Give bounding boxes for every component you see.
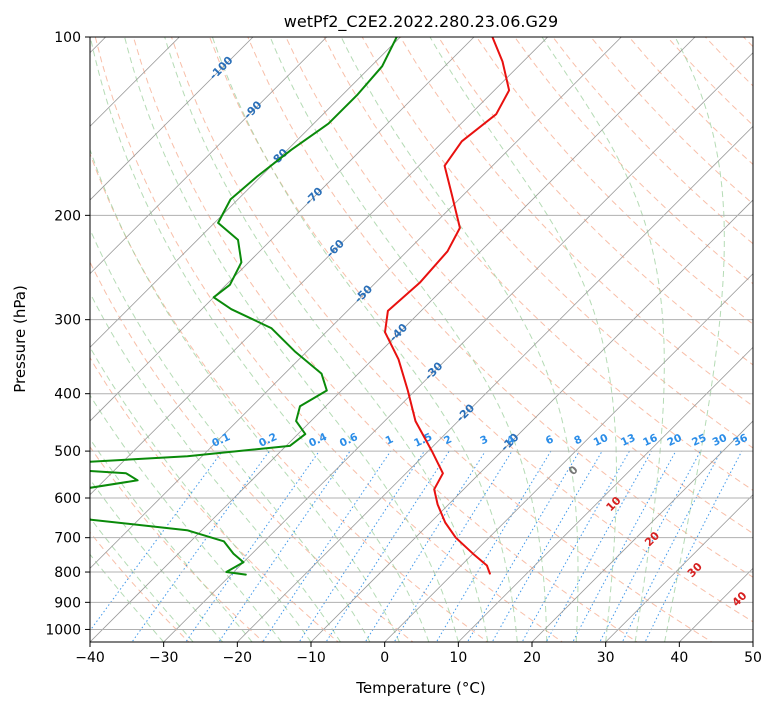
- x-tick-label: −40: [75, 650, 105, 666]
- x-tick-label: −10: [296, 650, 326, 666]
- y-tick-label: 800: [54, 565, 81, 581]
- y-tick-label: 300: [54, 313, 81, 329]
- y-axis-label: Pressure (hPa): [11, 285, 29, 393]
- y-tick-label: 600: [54, 491, 81, 507]
- x-tick-label: 0: [380, 650, 389, 666]
- x-tick-label: 40: [670, 650, 688, 666]
- y-tick-label: 1000: [45, 622, 81, 638]
- y-tick-label: 100: [54, 30, 81, 46]
- y-tick-label: 500: [54, 444, 81, 460]
- y-tick-label: 900: [54, 595, 81, 611]
- x-axis-label: Temperature (°C): [355, 679, 485, 697]
- y-tick-label: 200: [54, 208, 81, 224]
- chart-title: wetPf2_C2E2.2022.280.23.06.G29: [284, 12, 558, 32]
- y-tick-label: 400: [54, 387, 81, 403]
- x-tick-label: −20: [223, 650, 253, 666]
- x-tick-label: 30: [597, 650, 615, 666]
- x-tick-label: 10: [449, 650, 467, 666]
- x-tick-label: 20: [523, 650, 541, 666]
- x-tick-label: 50: [744, 650, 762, 666]
- y-tick-label: 700: [54, 531, 81, 547]
- x-tick-label: −30: [149, 650, 179, 666]
